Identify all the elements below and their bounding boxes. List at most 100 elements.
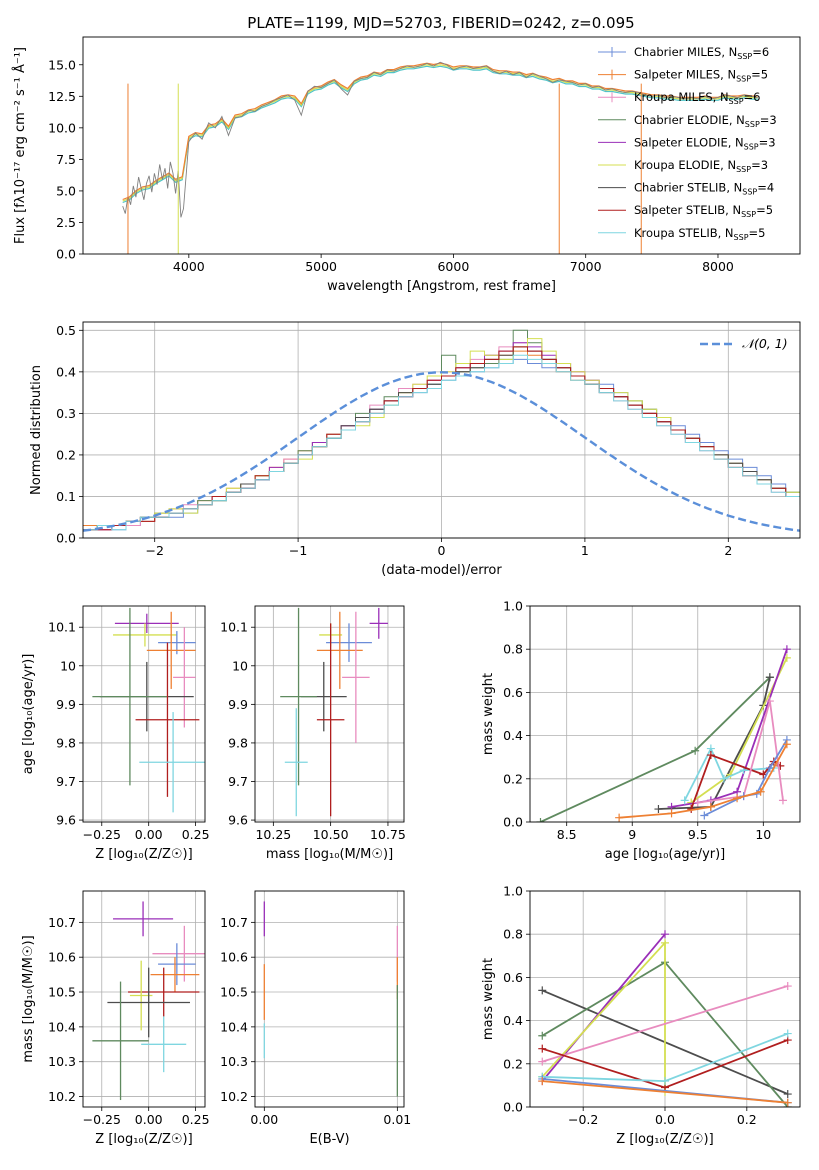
y-tick-label: 10 [232, 658, 248, 673]
y-axis-label: Normed distribution [29, 365, 44, 495]
x-tick-label: −0.2 [568, 1112, 598, 1127]
x-tick-label: 0.25 [182, 1112, 210, 1127]
weight-series-line [619, 743, 788, 819]
y-tick-label: 0.2 [503, 771, 523, 786]
weight-series-line [671, 648, 788, 808]
weight-marker [538, 986, 547, 995]
x-axis-label: E(B-V) [309, 1132, 349, 1147]
y-tick-label: 10 [60, 658, 76, 673]
legend-label: 𝒩(0, 1) [742, 336, 788, 351]
y-tick-label: 0.8 [503, 642, 523, 657]
data-point [369, 607, 388, 639]
data-point [316, 623, 345, 817]
y-tick-label: 9.7 [228, 774, 248, 789]
spectrum-axes: 4000 5000 6000 7000 8000 0.0 2.5 5.0 7.5 10.0 12.5… [12, 47, 734, 294]
weight_vs_Z-plot-area [538, 930, 792, 1107]
weight-marker [782, 740, 791, 749]
y-tick-label: 0.2 [503, 1056, 523, 1071]
data-point [113, 623, 177, 647]
spectrum-plot-area [122, 61, 758, 254]
y-tick-label: 1.0 [503, 884, 523, 899]
weight_vs_Z-axes: −0.2 0.0 0.2 0.0 0.2 0.4 0.6 0.8 1.0 Z [log₁₀(Z/Z… [481, 884, 800, 1147]
y-tick-label: 0.0 [503, 815, 523, 830]
y-tick-label: 0.0 [56, 247, 76, 262]
data-point [284, 708, 308, 817]
observed-spectrum-line [122, 61, 758, 218]
legend-label: Salpeter STELIB, NSSP=5 [634, 203, 773, 219]
data-point [92, 981, 149, 1101]
weight_vs_age-axes: 8.5 9 9.5 10 0.0 0.2 0.4 0.6 0.8 1.0 age [log₁₀(ag… [481, 599, 800, 862]
x-tick-label: 5000 [305, 259, 337, 274]
y-tick-label: 10.0 [48, 120, 76, 135]
weight-marker [719, 774, 728, 783]
residuals-axes: −2 −1 0 1 2 0.0 0.1 0.2 0.3 0.4 0.5 (data-model)/er… [29, 322, 800, 578]
y-tick-label: 0.6 [503, 970, 523, 985]
x-tick-label: 9 [628, 827, 636, 842]
y-tick-label: 0.0 [56, 531, 76, 546]
y-tick-label: 0.0 [503, 1100, 523, 1115]
y-tick-label: 1.0 [503, 599, 523, 614]
weight-series-line [542, 1080, 788, 1104]
x-axis-label: Z [log₁₀(Z/Z☉)] [616, 1132, 713, 1147]
data-point [173, 627, 196, 728]
y-tick-label: 10.1 [48, 620, 76, 635]
weight-marker [733, 794, 742, 803]
y-tick-label: 10.5 [48, 985, 76, 1000]
y-tick-label: 10.4 [220, 1019, 248, 1034]
x-tick-label: 10 [755, 827, 771, 842]
weight-marker [778, 796, 787, 805]
data-point [146, 611, 196, 689]
y-tick-label: 15.0 [48, 57, 76, 72]
x-axis-label: mass [log₁₀(M/M☉)] [266, 847, 393, 862]
legend-label: Kroupa STELIB, NSSP=5 [634, 226, 765, 242]
mass_vs_Z-frame [82, 890, 206, 1108]
residuals-plot-area [83, 329, 800, 532]
weight-series-line [658, 677, 771, 810]
x-tick-label: 0.00 [250, 1112, 278, 1127]
histogram-series [83, 354, 800, 531]
histogram-series [83, 329, 800, 531]
y-tick-label: 5.0 [56, 183, 76, 198]
legend-label: Kroupa ELODIE, NSSP=3 [634, 158, 768, 174]
weight-marker [680, 796, 689, 805]
data-point [342, 611, 370, 743]
data-point [139, 712, 205, 813]
weight_vs_age-plot-area [536, 645, 791, 822]
x-tick-label: 0.2 [737, 1112, 757, 1127]
weight-marker [693, 798, 702, 807]
x-tick-label: 7000 [570, 259, 602, 274]
charts: 4000 5000 6000 7000 80000.02.55.07.510.012.5… [12, 36, 801, 1147]
y-tick-label: 10.4 [48, 1019, 76, 1034]
weight-marker [783, 1029, 792, 1038]
y-tick-label: 9.6 [228, 813, 248, 828]
x-axis-label: wavelength [Angstrom, rest frame] [327, 279, 556, 294]
y-axis-label: mass weight [481, 958, 496, 1040]
y-tick-label: 0.4 [56, 364, 76, 379]
data-point [280, 607, 317, 786]
x-axis-label: Z [log₁₀(Z/Z☉)] [95, 1132, 192, 1147]
data-point [141, 1016, 187, 1073]
x-axis-label: age [log₁₀(age/yr)] [605, 847, 726, 862]
legend-label: Salpeter ELODIE, NSSP=3 [634, 135, 776, 151]
y-tick-label: 0.4 [503, 728, 523, 743]
weight-series-line [542, 985, 788, 1063]
x-tick-label: 0.01 [383, 1112, 411, 1127]
y-tick-label: 0.5 [56, 323, 76, 338]
weight-marker [661, 930, 669, 939]
data-point [128, 967, 200, 1017]
weight-marker [782, 645, 791, 654]
y-tick-label: 10.3 [220, 1054, 248, 1069]
mass_vs_Z-plot-area [92, 901, 205, 1101]
y-tick-label: 0.3 [56, 406, 76, 421]
histogram-series [83, 350, 800, 531]
y-tick-label: 10.6 [220, 950, 248, 965]
weight-marker [765, 673, 774, 682]
y-tick-label: 0.8 [503, 927, 523, 942]
x-axis-label: (data-model)/error [381, 563, 502, 578]
y-tick-label: 9.8 [56, 735, 76, 750]
weight-marker [538, 1044, 547, 1053]
weight-marker [783, 1098, 792, 1107]
x-tick-label: −0.25 [83, 827, 121, 842]
weight-marker [783, 1090, 792, 1099]
data-point [113, 901, 174, 937]
